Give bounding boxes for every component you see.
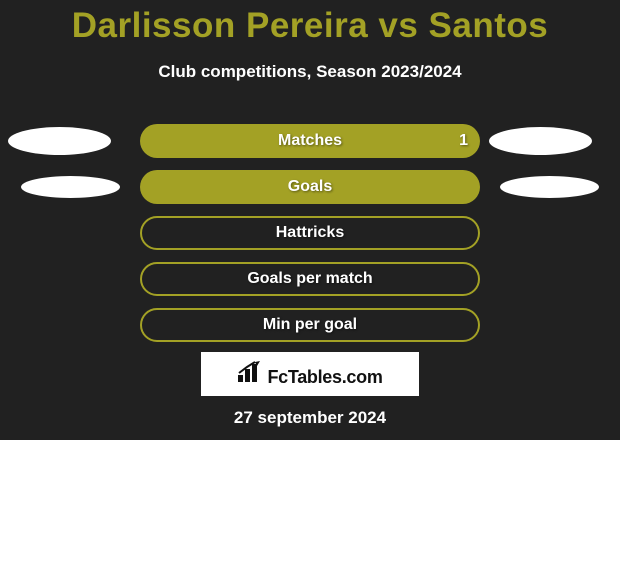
left-ellipse xyxy=(8,127,111,155)
stat-label: Hattricks xyxy=(142,224,478,242)
stat-row: Min per goal xyxy=(0,302,620,348)
stat-bar: Matches1 xyxy=(140,124,480,158)
brand-bars-icon xyxy=(237,361,263,383)
stat-bar: Min per goal xyxy=(140,308,480,342)
stat-row: Goals per match xyxy=(0,256,620,302)
stat-bar: Hattricks xyxy=(140,216,480,250)
brand-logo: FcTables.com xyxy=(237,361,382,388)
page-title: Darlisson Pereira vs Santos xyxy=(0,6,620,46)
brand-box[interactable]: FcTables.com xyxy=(201,352,419,396)
stat-rows: Matches1 Goals Hattricks Goals per match Min… xyxy=(0,118,620,348)
right-ellipse xyxy=(489,127,592,155)
stat-value-right: 1 xyxy=(459,132,468,150)
date-line: 27 september 2024 xyxy=(0,408,620,428)
stat-bar: Goals per match xyxy=(140,262,480,296)
left-ellipse xyxy=(21,176,120,198)
canvas: Darlisson Pereira vs Santos Club competi… xyxy=(0,0,620,580)
stat-label: Min per goal xyxy=(142,316,478,334)
right-ellipse xyxy=(500,176,599,198)
stat-label: Goals per match xyxy=(142,270,478,288)
stat-row: Matches1 xyxy=(0,118,620,164)
stat-label: Goals xyxy=(140,178,480,196)
brand-text: FcTables.com xyxy=(267,367,382,388)
stat-row: Goals xyxy=(0,164,620,210)
stat-label: Matches xyxy=(140,132,480,150)
stat-bar: Goals xyxy=(140,170,480,204)
page-subtitle: Club competitions, Season 2023/2024 xyxy=(0,62,620,82)
stat-row: Hattricks xyxy=(0,210,620,256)
